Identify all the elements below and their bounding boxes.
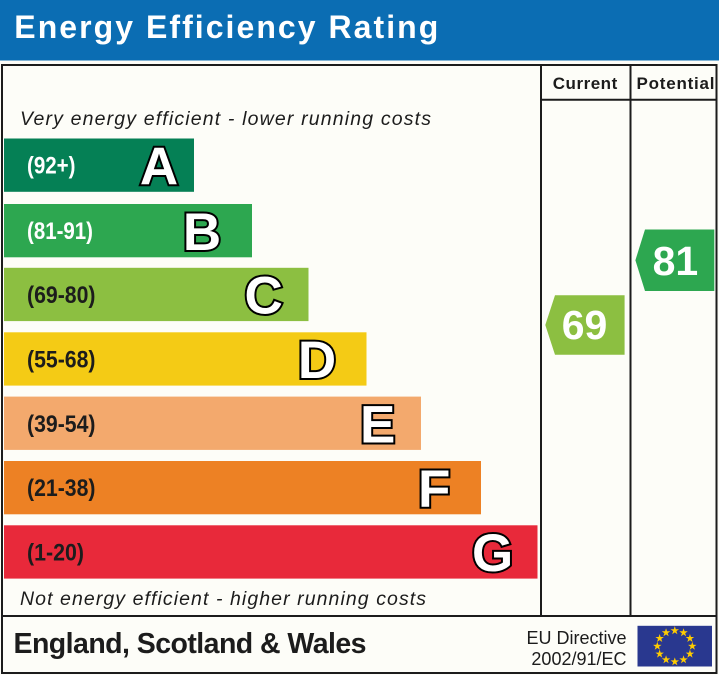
- svg-text:(55-68): (55-68): [27, 347, 96, 374]
- svg-text:(69-80): (69-80): [27, 282, 96, 309]
- svg-text:F: F: [418, 460, 450, 519]
- svg-text:A: A: [140, 137, 178, 196]
- svg-text:2002/91/EC: 2002/91/EC: [531, 649, 626, 669]
- svg-text:E: E: [360, 395, 395, 454]
- svg-text:EU Directive: EU Directive: [526, 628, 626, 648]
- svg-text:(81-91): (81-91): [27, 218, 93, 245]
- svg-text:(21-38): (21-38): [27, 475, 96, 502]
- svg-text:G: G: [472, 524, 513, 583]
- svg-text:(92+): (92+): [27, 153, 76, 180]
- svg-text:81: 81: [653, 238, 699, 284]
- svg-text:C: C: [245, 267, 283, 326]
- svg-text:England, Scotland & Wales: England, Scotland & Wales: [14, 628, 367, 660]
- svg-text:Not energy efficient - higher: Not energy efficient - higher running co…: [20, 588, 426, 610]
- svg-text:69: 69: [562, 302, 608, 348]
- svg-text:B: B: [183, 203, 221, 262]
- svg-text:(39-54): (39-54): [27, 411, 96, 438]
- svg-text:Potential: Potential: [637, 74, 715, 93]
- svg-text:Very energy efficient - lower: Very energy efficient - lower running co…: [20, 108, 431, 130]
- svg-text:Energy Efficiency Rating: Energy Efficiency Rating: [14, 9, 438, 45]
- svg-text:(1-20): (1-20): [27, 540, 84, 567]
- svg-text:Current: Current: [553, 74, 618, 93]
- svg-text:D: D: [298, 331, 336, 390]
